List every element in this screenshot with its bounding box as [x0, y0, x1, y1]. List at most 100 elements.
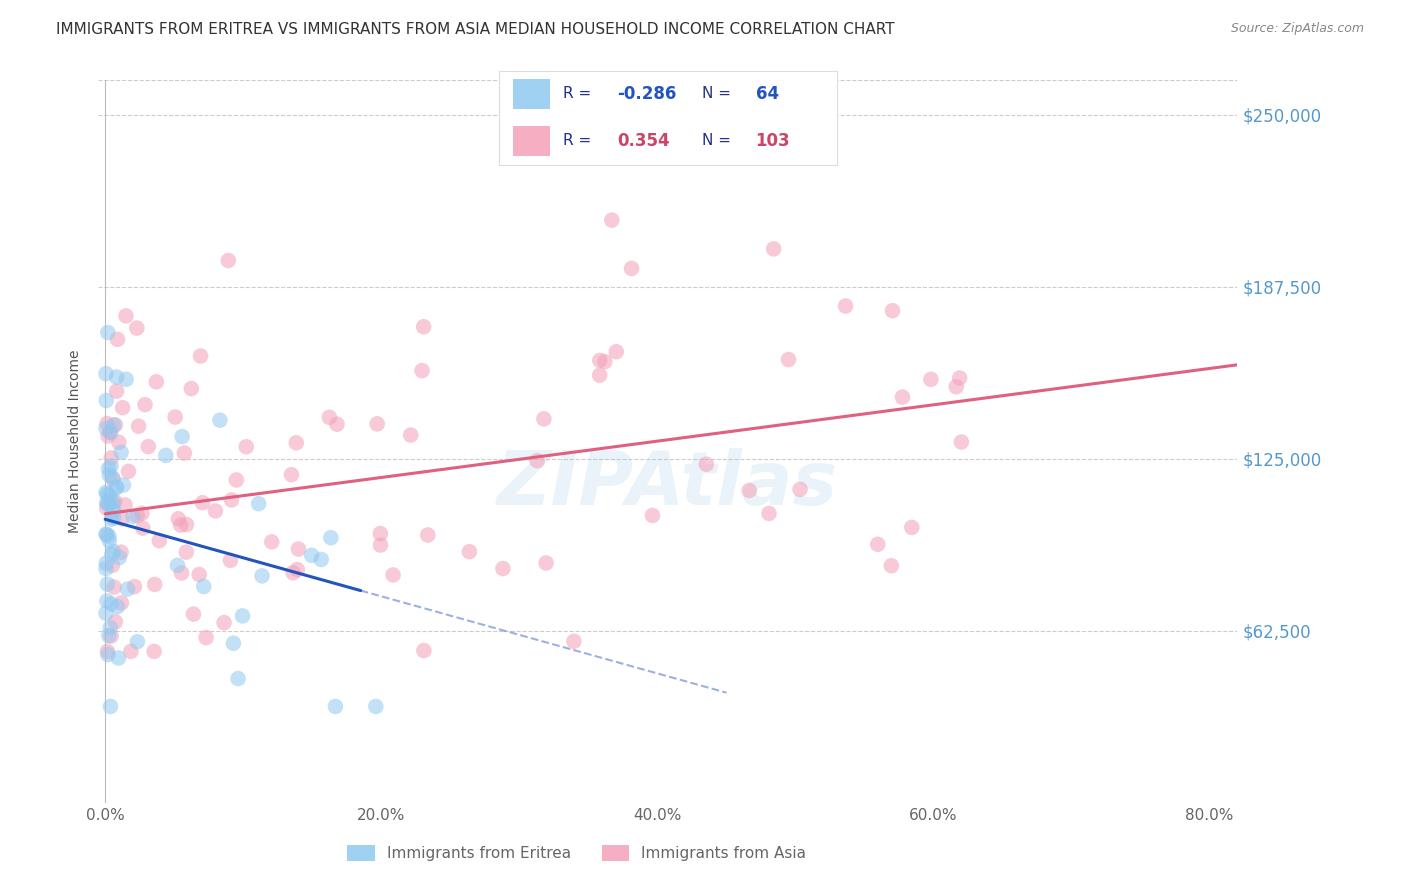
Point — [136, 440, 159, 454]
Point — [120, 644, 142, 658]
Point — [882, 303, 904, 318]
Point — [108, 435, 131, 450]
Point — [131, 506, 153, 520]
Point — [124, 580, 146, 594]
Point — [105, 481, 128, 495]
Point — [834, 299, 856, 313]
Point — [96, 594, 118, 608]
Point — [364, 699, 387, 714]
Point — [600, 213, 623, 227]
Point — [191, 496, 214, 510]
Point — [96, 501, 118, 516]
Point — [458, 544, 481, 558]
Point — [920, 372, 942, 386]
Point — [104, 615, 127, 629]
Point — [128, 419, 150, 434]
Point — [382, 568, 405, 582]
Point — [880, 558, 903, 573]
Point — [98, 425, 121, 440]
Point — [100, 629, 122, 643]
Point — [166, 558, 188, 573]
Point — [789, 483, 811, 497]
Point — [100, 597, 122, 611]
Point — [97, 461, 120, 475]
Point — [97, 326, 120, 340]
Point — [319, 531, 342, 545]
Point — [280, 467, 302, 482]
Point — [117, 464, 139, 478]
Point — [285, 563, 308, 577]
Text: R =: R = — [564, 133, 596, 148]
Point — [94, 421, 117, 435]
Point — [98, 493, 121, 508]
Text: N =: N = — [702, 133, 731, 148]
Point — [195, 631, 218, 645]
Point — [103, 504, 125, 518]
Point — [94, 485, 117, 500]
Point — [167, 512, 190, 526]
Point — [96, 417, 118, 431]
Point — [170, 566, 193, 580]
Point — [222, 636, 245, 650]
Point — [204, 504, 226, 518]
Text: 64: 64 — [755, 85, 779, 103]
Point — [110, 596, 132, 610]
Point — [287, 542, 309, 557]
Point — [107, 599, 129, 614]
Point — [103, 544, 125, 558]
Point — [891, 390, 914, 404]
Point — [588, 368, 610, 383]
Point — [97, 628, 120, 642]
Text: ZIPAtlas: ZIPAtlas — [498, 449, 838, 522]
Point — [866, 537, 889, 551]
Point — [366, 417, 388, 431]
Point — [165, 410, 187, 425]
Point — [526, 453, 548, 467]
Point — [778, 352, 800, 367]
Point — [96, 487, 118, 501]
Point — [127, 508, 149, 523]
Point — [145, 375, 167, 389]
Point — [134, 398, 156, 412]
Point — [370, 538, 392, 552]
Point — [945, 380, 967, 394]
Point — [104, 417, 127, 432]
Point — [492, 561, 515, 575]
Point — [105, 384, 128, 398]
Point — [105, 480, 128, 494]
Point — [111, 401, 134, 415]
Point — [399, 428, 422, 442]
Point — [183, 607, 205, 621]
Point — [219, 553, 242, 567]
Point — [101, 470, 124, 484]
Point — [112, 478, 135, 492]
Point — [370, 526, 392, 541]
Point — [950, 435, 973, 450]
Point — [96, 527, 118, 541]
Point — [562, 634, 585, 648]
Bar — [513, 126, 550, 156]
Point — [235, 440, 257, 454]
Point — [107, 651, 129, 665]
Point — [170, 518, 193, 533]
Point — [96, 556, 118, 570]
Point — [174, 545, 197, 559]
Point — [247, 497, 270, 511]
Point — [533, 412, 555, 426]
Point — [114, 498, 136, 512]
Point — [94, 527, 117, 541]
Point — [325, 699, 347, 714]
Point — [94, 561, 117, 575]
Point — [193, 579, 215, 593]
Point — [412, 643, 434, 657]
Point — [115, 309, 138, 323]
Point — [96, 496, 118, 510]
Point — [155, 449, 177, 463]
Point — [100, 450, 122, 465]
Point — [188, 567, 211, 582]
Point — [225, 473, 247, 487]
Text: R =: R = — [564, 87, 596, 102]
Point — [100, 512, 122, 526]
Point — [208, 413, 231, 427]
Point — [226, 672, 249, 686]
